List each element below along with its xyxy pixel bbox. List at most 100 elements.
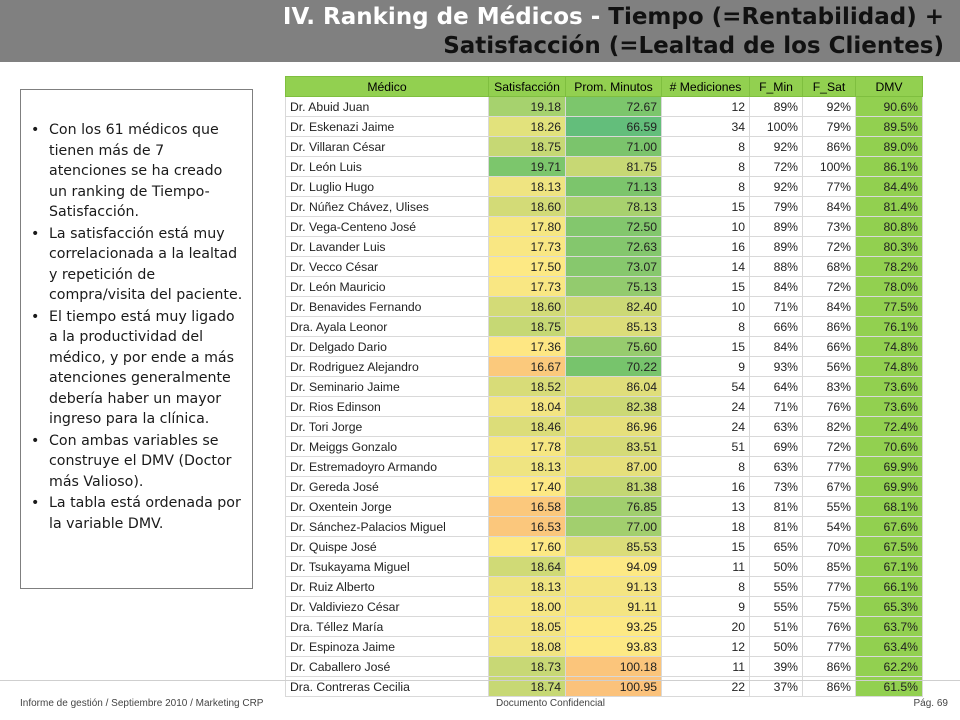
cell-prom-minutos: 66.59 [565, 116, 662, 137]
table-row: Dr. Meiggs Gonzalo 17.78 83.51 51 69% 72% 70.6… [285, 436, 923, 457]
cell-f-min: 50% [749, 556, 803, 577]
cell-dmv: 86.1% [855, 156, 923, 177]
cell-dmv: 89.5% [855, 116, 923, 137]
footer-page-number: Pág. 69 [913, 698, 948, 709]
cell-medico: Dr. Eskenazi Jaime [285, 116, 489, 137]
cell-f-sat: 72% [802, 436, 856, 457]
cell-prom-minutos: 70.22 [565, 356, 662, 377]
cell-satisfaccion: 17.36 [488, 336, 566, 357]
cell-medico: Dr. Lavander Luis [285, 236, 489, 257]
note-item: • La satisfacción está muy correlacionada… [31, 224, 244, 306]
cell-mediciones: 8 [661, 156, 750, 177]
cell-dmv: 78.0% [855, 276, 923, 297]
cell-satisfaccion: 19.71 [488, 156, 566, 177]
column-header-f-min: F_Min [749, 76, 803, 97]
cell-satisfaccion: 17.50 [488, 256, 566, 277]
table-row: Dr. Caballero José 18.73 100.18 11 39% 86% 62.… [285, 656, 923, 677]
cell-medico: Dra. Contreras Cecilia [285, 676, 489, 697]
cell-prom-minutos: 71.13 [565, 176, 662, 197]
cell-medico: Dr. Meiggs Gonzalo [285, 436, 489, 457]
cell-medico: Dr. Benavides Fernando [285, 296, 489, 317]
table-row: Dr. Rodriguez Alejandro 16.67 70.22 9 93% 56%… [285, 356, 923, 377]
column-header-prom-minutos: Prom. Minutos [565, 76, 662, 97]
cell-f-min: 66% [749, 316, 803, 337]
cell-f-min: 89% [749, 96, 803, 117]
cell-f-min: 88% [749, 256, 803, 277]
cell-mediciones: 34 [661, 116, 750, 137]
note-text: Con ambas variables se construye el DMV … [49, 432, 232, 490]
cell-mediciones: 22 [661, 676, 750, 697]
cell-f-sat: 66% [802, 336, 856, 357]
cell-f-min: 51% [749, 616, 803, 637]
cell-f-sat: 72% [802, 276, 856, 297]
cell-f-min: 65% [749, 536, 803, 557]
cell-prom-minutos: 75.13 [565, 276, 662, 297]
cell-prom-minutos: 72.50 [565, 216, 662, 237]
cell-medico: Dr. Villaran César [285, 136, 489, 157]
cell-mediciones: 8 [661, 576, 750, 597]
cell-f-sat: 73% [802, 216, 856, 237]
cell-prom-minutos: 86.96 [565, 416, 662, 437]
cell-medico: Dra. Ayala Leonor [285, 316, 489, 337]
cell-f-min: 64% [749, 376, 803, 397]
column-header-dmv: DMV [855, 76, 923, 97]
cell-dmv: 74.8% [855, 356, 923, 377]
cell-satisfaccion: 18.26 [488, 116, 566, 137]
cell-f-sat: 54% [802, 516, 856, 537]
cell-dmv: 73.6% [855, 396, 923, 417]
cell-mediciones: 24 [661, 396, 750, 417]
cell-medico: Dr. Sánchez-Palacios Miguel [285, 516, 489, 537]
cell-mediciones: 20 [661, 616, 750, 637]
table-row: Dr. Ruiz Alberto 18.13 91.13 8 55% 77% 66.1% [285, 576, 923, 597]
cell-medico: Dr. Oxentein Jorge [285, 496, 489, 517]
column-header-mediciones: # Mediciones [661, 76, 750, 97]
notes-list: • Con los 61 médicos que tienen más de 7 … [21, 90, 252, 534]
cell-f-min: 100% [749, 116, 803, 137]
cell-satisfaccion: 18.52 [488, 376, 566, 397]
bullet-dot-icon: • [31, 432, 40, 449]
cell-mediciones: 13 [661, 496, 750, 517]
note-text: La tabla está ordenada por la variable D… [49, 495, 241, 532]
table-row: Dr. Tsukayama Miguel 18.64 94.09 11 50% 85% 67… [285, 556, 923, 577]
cell-f-sat: 56% [802, 356, 856, 377]
cell-f-sat: 76% [802, 616, 856, 637]
table-row: Dr. Sánchez-Palacios Miguel 16.53 77.00 18 8… [285, 516, 923, 537]
cell-satisfaccion: 18.13 [488, 176, 566, 197]
table-row: Dr. Eskenazi Jaime 18.26 66.59 34 100% 79% 89.… [285, 116, 923, 137]
table-row: Dr. Benavides Fernando 18.60 82.40 10 71% 84%… [285, 296, 923, 317]
cell-dmv: 80.3% [855, 236, 923, 257]
table-row: Dr. Rios Edinson 18.04 82.38 24 71% 76% 73.6% [285, 396, 923, 417]
cell-dmv: 63.4% [855, 636, 923, 657]
cell-f-min: 72% [749, 156, 803, 177]
cell-satisfaccion: 17.73 [488, 236, 566, 257]
cell-prom-minutos: 91.11 [565, 596, 662, 617]
cell-mediciones: 16 [661, 236, 750, 257]
table-row: Dr. Estremadoyro Armando 18.13 87.00 8 63% 77… [285, 456, 923, 477]
cell-medico: Dr. Vega-Centeno José [285, 216, 489, 237]
cell-mediciones: 9 [661, 596, 750, 617]
cell-f-sat: 77% [802, 576, 856, 597]
note-text: La satisfacción está muy correlacionada … [49, 225, 243, 304]
cell-prom-minutos: 82.40 [565, 296, 662, 317]
cell-f-min: 69% [749, 436, 803, 457]
cell-dmv: 70.6% [855, 436, 923, 457]
cell-medico: Dr. Tori Jorge [285, 416, 489, 437]
table-row: Dr. Abuid Juan 19.18 72.67 12 89% 92% 90.6% [285, 96, 923, 117]
cell-dmv: 61.5% [855, 676, 923, 697]
cell-satisfaccion: 18.05 [488, 616, 566, 637]
notes-box: • Con los 61 médicos que tienen más de 7 … [20, 89, 253, 589]
cell-f-min: 50% [749, 636, 803, 657]
cell-prom-minutos: 85.13 [565, 316, 662, 337]
cell-dmv: 67.5% [855, 536, 923, 557]
table-row: Dr. Luglio Hugo 18.13 71.13 8 92% 77% 84.4% [285, 176, 923, 197]
cell-satisfaccion: 16.58 [488, 496, 566, 517]
table-header-row: Médico Satisfacción Prom. Minutos # Medicio… [285, 76, 923, 97]
cell-mediciones: 51 [661, 436, 750, 457]
cell-mediciones: 9 [661, 356, 750, 377]
cell-medico: Dr. Abuid Juan [285, 96, 489, 117]
cell-prom-minutos: 86.04 [565, 376, 662, 397]
cell-f-sat: 82% [802, 416, 856, 437]
cell-prom-minutos: 91.13 [565, 576, 662, 597]
title-topic: Tiempo (=Rentabilidad) + [608, 4, 944, 30]
column-header-medico: Médico [285, 76, 489, 97]
